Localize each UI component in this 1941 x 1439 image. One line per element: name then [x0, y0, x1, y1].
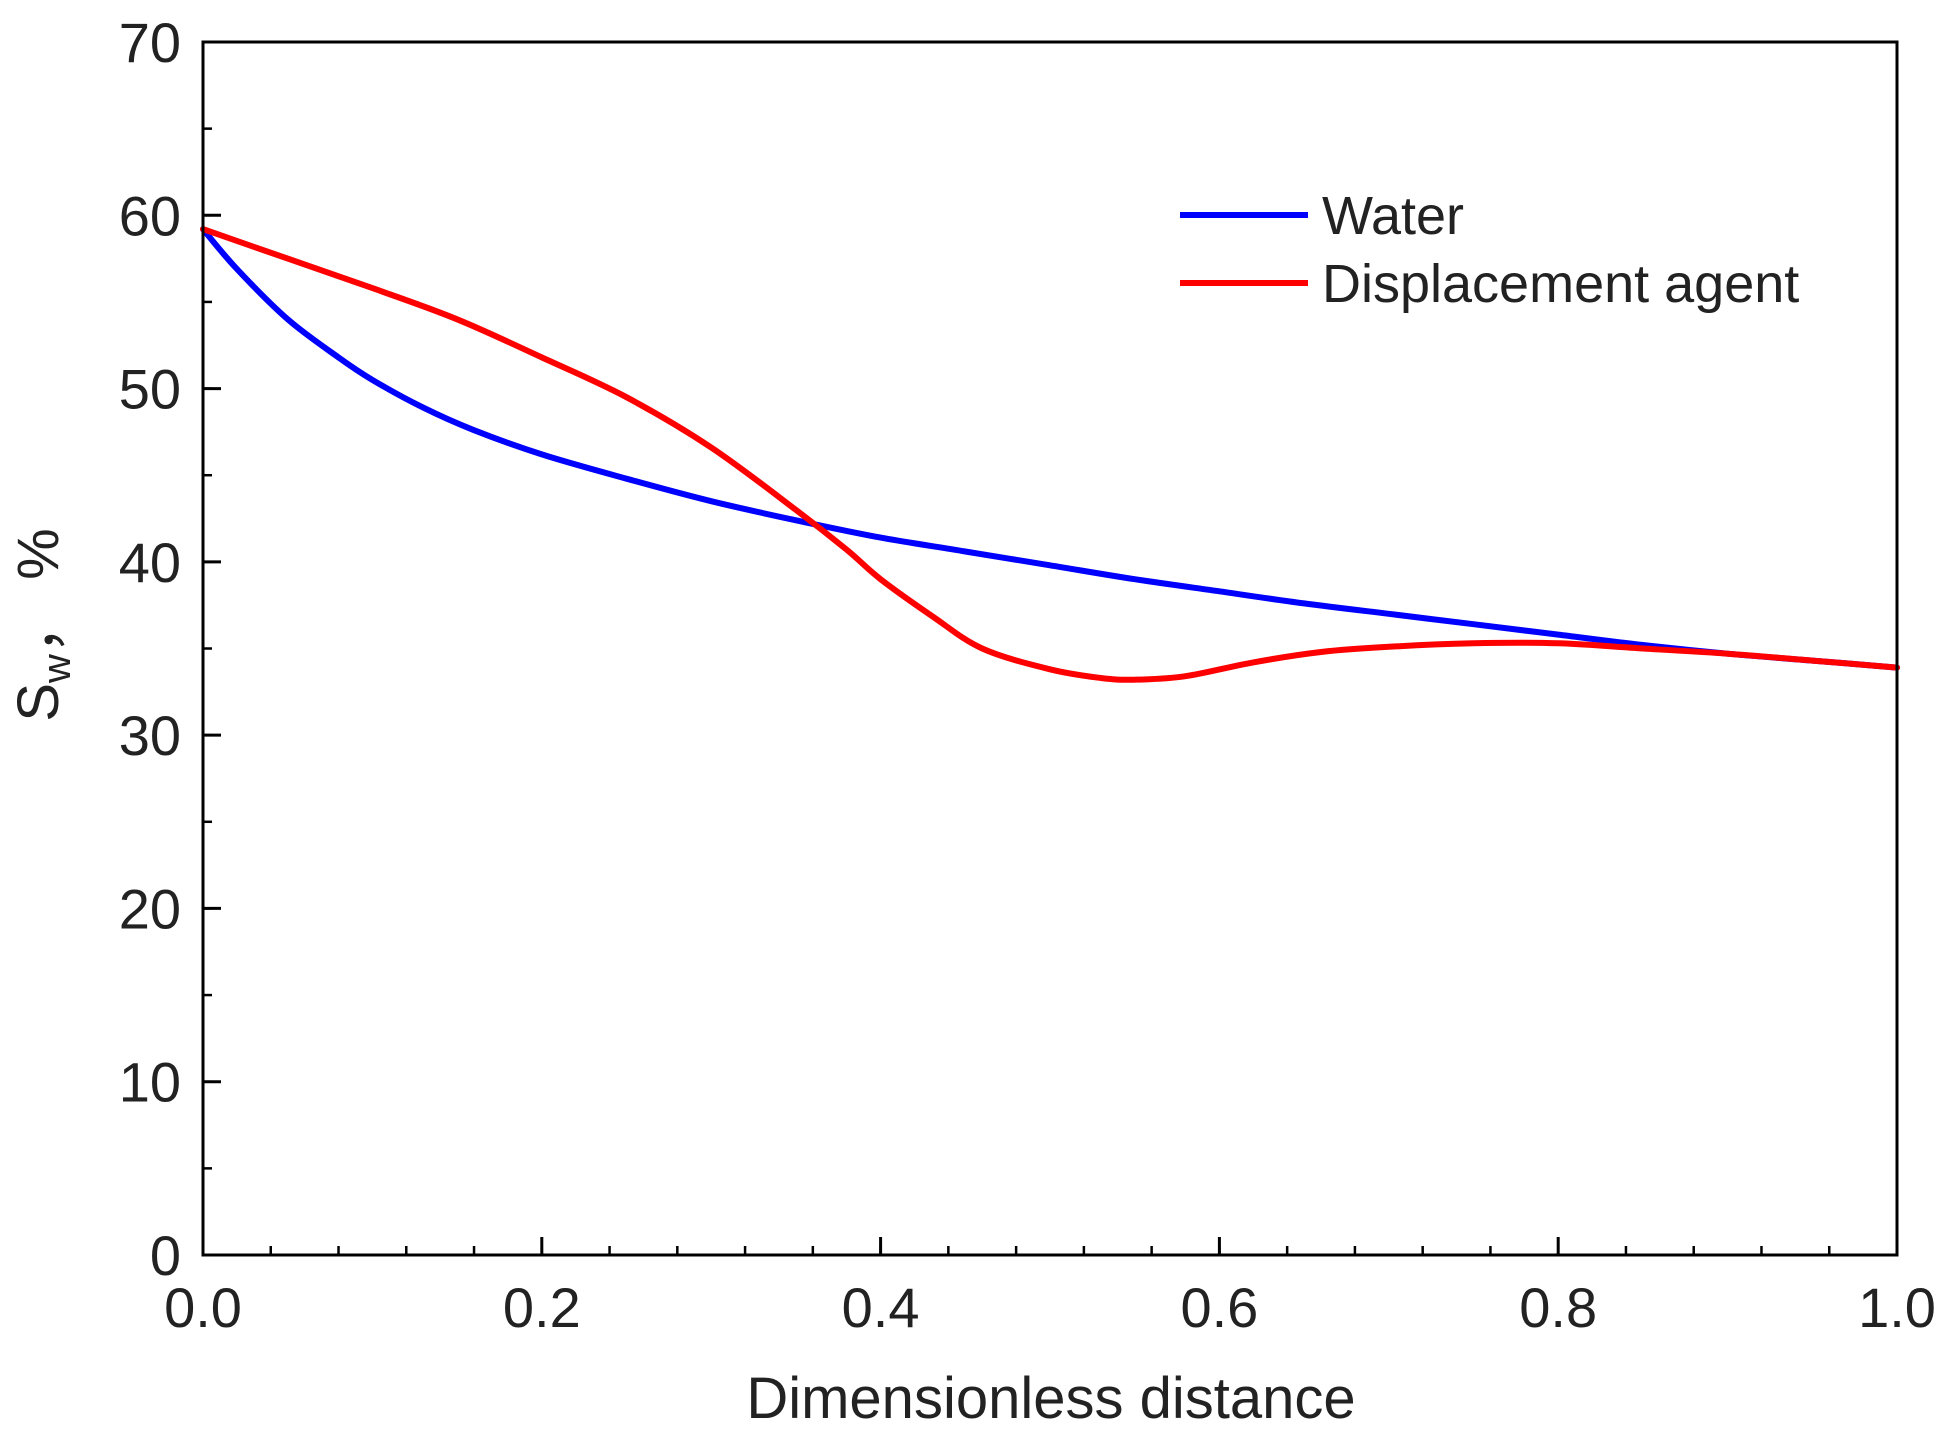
series-layer: [200, 226, 1900, 683]
y-tick-label: 30: [119, 704, 181, 767]
x-axis-title: Dimensionless distance: [746, 1366, 1355, 1431]
series-line-displacement-agent: [200, 226, 1900, 683]
legend: Water Displacement agent: [1180, 186, 1799, 314]
plot-frame: [201, 40, 1899, 1257]
x-tick-labels: 0.0 0.2 0.4 0.6 0.8 1.0: [164, 1276, 1936, 1339]
x-tick-label: 0.0: [164, 1276, 242, 1339]
y-tick-label: 20: [119, 877, 181, 940]
y-axis-title-sub: w: [35, 654, 79, 684]
y-tick-label: 40: [119, 531, 181, 594]
x-tick-label: 0.8: [1519, 1276, 1597, 1339]
series-line-water: [200, 226, 1900, 671]
legend-label-displacement-agent: Displacement agent: [1322, 254, 1799, 314]
y-axis-title: Sw， %: [6, 528, 79, 721]
y-tick-label: 50: [119, 358, 181, 421]
y-axis-title-main: S: [6, 683, 71, 722]
y-tick-label: 10: [119, 1051, 181, 1114]
y-tick-labels: 0 10 20 30 40 50 60 70: [119, 11, 181, 1287]
x-tick-label: 0.6: [1180, 1276, 1258, 1339]
y-tick-label: 70: [119, 11, 181, 74]
y-tick-label: 0: [150, 1224, 181, 1287]
x-tick-label: 0.2: [503, 1276, 581, 1339]
y-tick-label: 60: [119, 184, 181, 247]
y-axis-title-suffix: ， %: [6, 528, 71, 654]
x-tick-label: 0.4: [842, 1276, 920, 1339]
x-tick-label: 1.0: [1858, 1276, 1936, 1339]
legend-label-water: Water: [1322, 186, 1464, 246]
